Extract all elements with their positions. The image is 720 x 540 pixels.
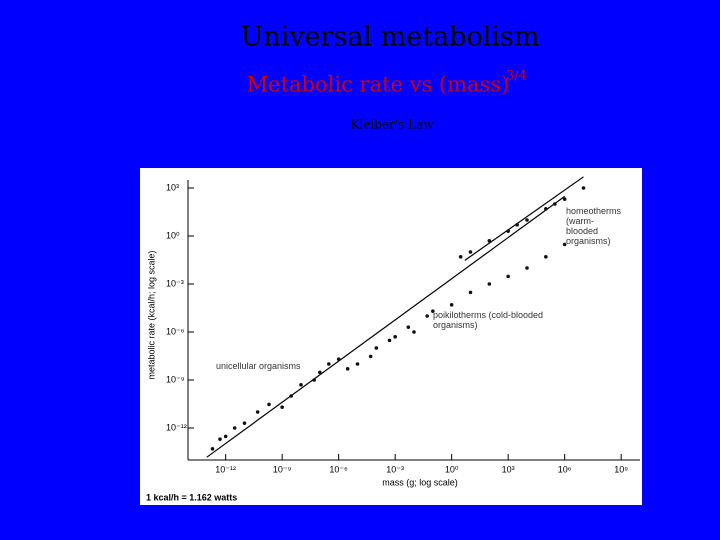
data-point — [412, 330, 416, 334]
data-point — [468, 290, 473, 295]
data-point — [425, 314, 429, 318]
x-tick-label: 10⁹ — [614, 464, 628, 474]
fit-line — [464, 176, 584, 261]
data-point — [506, 274, 510, 279]
data-point — [581, 186, 586, 190]
data-point — [280, 405, 284, 409]
data-point — [368, 354, 373, 359]
data-point — [218, 437, 222, 441]
data-point — [393, 335, 397, 339]
footnote: 1 kcal/h = 1.162 watts — [146, 492, 237, 502]
chart-panel — [140, 168, 642, 505]
data-point — [299, 383, 303, 387]
y-tick-label: 10⁰ — [166, 230, 180, 240]
data-point — [406, 325, 411, 329]
y-tick-label: 10⁻³ — [166, 278, 184, 288]
data-point — [525, 218, 529, 222]
y-tick-label: 10⁻⁹ — [166, 374, 185, 384]
x-axis-label: mass (g; log scale) — [382, 477, 458, 487]
data-point — [525, 266, 529, 270]
x-tick-label: 10⁶ — [558, 464, 572, 474]
data-point — [210, 447, 215, 451]
data-point — [506, 229, 510, 233]
x-tick-label: 10³ — [502, 464, 515, 474]
y-tick-label: 10⁻¹² — [166, 422, 187, 432]
slide-title: Universal metabolism — [241, 22, 540, 53]
y-axis-label: metabolic rate (kcal/h; log scale) — [146, 250, 156, 379]
data-point — [387, 338, 392, 343]
data-point — [458, 255, 463, 259]
data-point — [515, 223, 519, 227]
x-tick-label: 10⁻¹² — [215, 464, 236, 474]
data-point — [312, 378, 316, 382]
x-tick-label: 10⁻⁹ — [273, 464, 292, 474]
data-point — [267, 402, 271, 407]
data-point — [318, 370, 322, 375]
x-tick-label: 10⁻⁶ — [329, 464, 348, 474]
homeotherm-label: homeotherms (warm-blooded organisms) — [566, 206, 622, 246]
x-tick-label: 10⁻³ — [386, 464, 404, 474]
data-point — [289, 394, 293, 398]
data-point — [345, 367, 350, 371]
data-point — [242, 421, 247, 425]
unicellular-label: unicellular organisms — [216, 361, 301, 371]
data-point — [562, 197, 567, 201]
data-point — [255, 410, 260, 414]
data-point — [232, 426, 237, 430]
data-point — [327, 362, 331, 366]
y-tick-label: 10⁻⁶ — [166, 326, 185, 336]
data-point — [431, 309, 435, 313]
data-point — [487, 282, 492, 286]
caption: Kleiber's Law — [351, 118, 435, 132]
data-point — [223, 434, 228, 439]
slide-subtitle: Metabolic rate vs (mass) — [247, 73, 510, 97]
data-point — [544, 255, 548, 259]
data-point — [562, 242, 567, 247]
y-tick-label: 10³ — [166, 182, 179, 192]
data-point — [355, 362, 360, 366]
data-point — [553, 202, 557, 206]
subtitle-exponent: 3/4 — [506, 69, 527, 84]
x-tick-label: 10⁰ — [445, 464, 459, 474]
data-point — [336, 357, 341, 361]
data-point — [449, 303, 454, 307]
fit-line — [206, 195, 566, 458]
data-point — [468, 250, 473, 254]
data-point — [544, 207, 548, 211]
data-point — [487, 239, 492, 243]
poikilotherm-label: poikilotherms (cold-blooded organisms) — [433, 310, 544, 330]
data-point — [374, 346, 379, 350]
